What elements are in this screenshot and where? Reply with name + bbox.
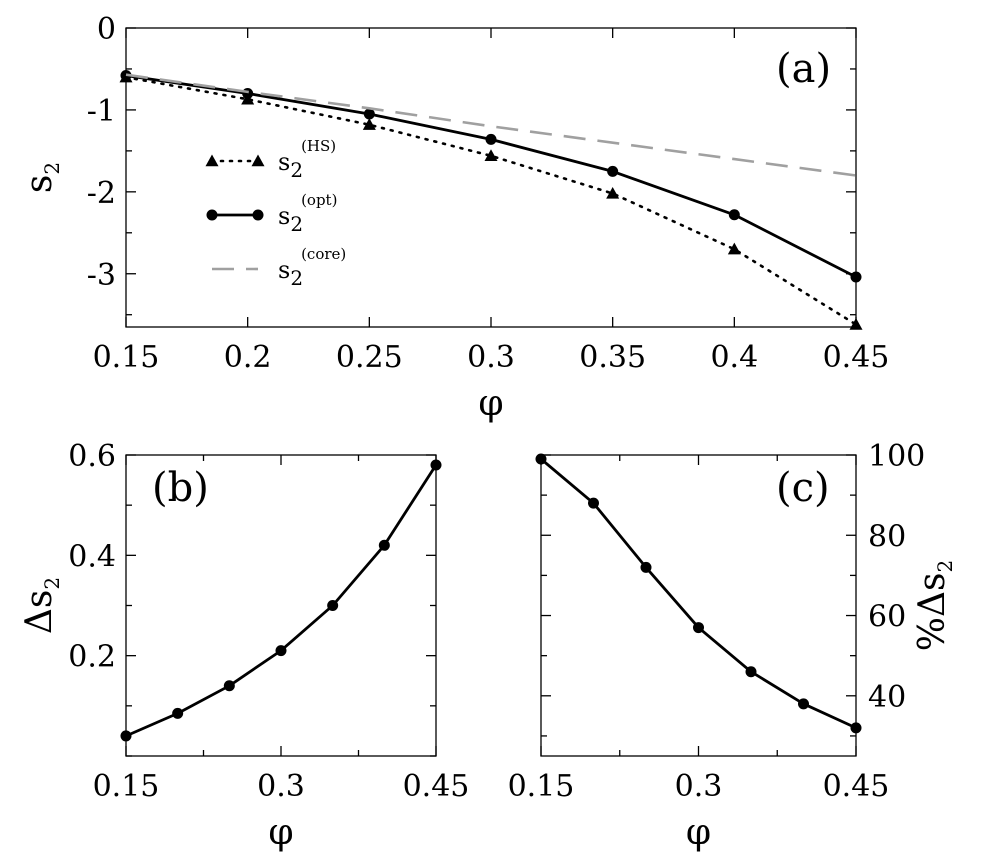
legend-marker [251, 154, 265, 167]
legend-marker [205, 154, 219, 167]
data-point [850, 722, 862, 734]
panel-label: (c) [776, 465, 830, 511]
y-tick-label: -3 [87, 258, 116, 293]
data-point [798, 698, 809, 710]
legend: s2(HS) s2(opt) s2(core) [205, 137, 346, 290]
x-tick-label: 0.3 [675, 769, 723, 804]
legend-label: s2(opt) [278, 191, 337, 236]
series-line-opt [125, 74, 857, 279]
series-line-core [125, 73, 857, 177]
data-point [640, 561, 652, 573]
data-point [363, 108, 375, 120]
data-point [693, 622, 704, 634]
legend-item-core: s2(core) [212, 245, 346, 290]
data-point [484, 149, 498, 161]
panel-c: 0.15 0.3 0.45 40 60 80 100 φ %Δs2 (c) [508, 439, 957, 853]
legend-item-hs: s2(HS) [205, 137, 336, 182]
series-pct [535, 453, 862, 734]
data-point [275, 645, 287, 657]
data-point [588, 497, 599, 509]
series-line-hs [124, 75, 858, 326]
panel-b: 0.15 0.3 0.45 0.2 0.4 0.6 φ Δs2 (b) [19, 439, 469, 853]
legend-label: s2(core) [278, 245, 346, 290]
x-tick-label: 0.3 [467, 340, 515, 375]
x-tick-label: 0.15 [93, 340, 160, 375]
data-point [745, 666, 757, 678]
data-point [727, 242, 741, 255]
data-point [327, 600, 339, 611]
legend-item-opt: s2(opt) [206, 191, 337, 236]
series-opt [120, 70, 862, 283]
x-tick-label: 0.4 [710, 340, 758, 375]
panel-label: (b) [152, 465, 209, 511]
data-point [535, 453, 547, 465]
y-tick-label: 0.2 [68, 640, 116, 675]
x-tick-label: 0.3 [257, 769, 305, 804]
x-tick-label: 0.2 [224, 340, 272, 375]
x-tick-label: 0.15 [508, 769, 575, 804]
series-core [125, 73, 857, 177]
legend-marker [206, 209, 218, 221]
y-axis-label: %Δs2 [912, 560, 957, 651]
x-tick-label: 0.25 [336, 340, 403, 375]
data-point [242, 88, 254, 100]
y-tick-label: -1 [87, 94, 116, 129]
x-tick-label: 0.15 [93, 769, 160, 804]
data-point [172, 707, 184, 719]
x-tick-label: 0.35 [579, 340, 646, 375]
y-axis-label: s2 [19, 162, 64, 193]
data-point [430, 459, 442, 471]
x-axis-label: φ [478, 383, 503, 424]
series-delta [120, 459, 442, 742]
y-tick-label: 0 [97, 12, 116, 47]
y-tick-label: 0.6 [68, 439, 116, 474]
data-point [607, 165, 619, 177]
data-point [849, 318, 863, 330]
x-tick-label: 0.45 [403, 769, 470, 804]
plot-frame [125, 27, 857, 328]
data-point [378, 539, 390, 551]
data-point [120, 730, 132, 742]
y-tick-label: 0.4 [68, 539, 116, 574]
y-tick-label: 80 [868, 519, 906, 554]
series-hs [119, 70, 863, 330]
y-tick-label: -2 [87, 176, 116, 211]
y-tick-label: 60 [868, 600, 906, 635]
data-point [223, 680, 235, 692]
data-point [485, 133, 497, 145]
y-tick-label: 100 [868, 439, 925, 474]
y-tick-label: 40 [868, 680, 906, 715]
y-axis-label: Δs2 [19, 577, 64, 634]
data-point [362, 118, 376, 130]
x-axis-label: φ [268, 812, 293, 853]
x-tick-label: 0.45 [823, 769, 890, 804]
x-tick-label: 0.45 [823, 340, 890, 375]
x-axis-label: φ [686, 812, 711, 853]
legend-marker [252, 209, 264, 221]
data-point [850, 271, 862, 283]
data-point [606, 186, 620, 199]
legend-label: s2(HS) [278, 137, 336, 182]
data-point [728, 209, 740, 221]
panel-label: (a) [776, 46, 831, 92]
panel-a: 0.15 0.2 0.25 0.3 0.35 0.4 0.45 0 -1 -2 -3 φ s2 (a) s2… [19, 12, 889, 424]
